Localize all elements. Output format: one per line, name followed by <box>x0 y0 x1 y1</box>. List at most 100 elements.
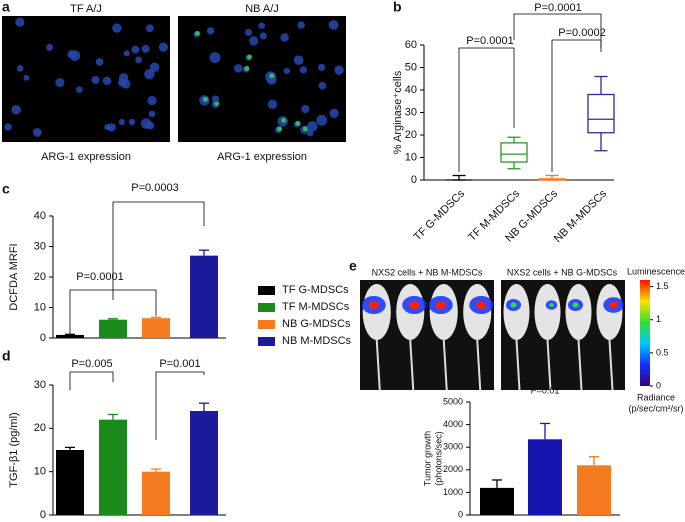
y-axis-label: % Arginase⁺cells <box>392 70 404 154</box>
mouse-tail <box>608 339 614 391</box>
legend-label: NB M-MDSCs <box>282 335 352 347</box>
box <box>500 142 528 163</box>
bar <box>528 439 562 515</box>
y-tick-label: 1000 <box>443 487 463 497</box>
cell <box>145 24 154 33</box>
colorbar-units: (p/sec/cm²/sr) <box>629 403 684 413</box>
legend-swatch <box>258 320 275 329</box>
cell <box>329 108 339 118</box>
panel-label: a <box>2 0 10 15</box>
cell <box>158 42 168 52</box>
image-title: TF A/J <box>70 3 102 15</box>
signal-core <box>368 301 379 309</box>
y-tick-label: 0 <box>40 332 46 344</box>
cell <box>267 99 278 109</box>
image-caption: ARG-1 expression <box>217 151 307 163</box>
images <box>2 16 625 391</box>
cell <box>95 58 104 66</box>
signal-core <box>609 301 618 309</box>
bar <box>56 334 84 338</box>
bar <box>142 318 170 338</box>
cell <box>123 50 130 57</box>
significance-bracket <box>155 371 205 440</box>
arg1-signal <box>295 120 301 126</box>
cell <box>318 63 326 71</box>
cell <box>118 118 125 126</box>
cell <box>328 19 339 30</box>
cell <box>149 62 160 72</box>
cell <box>316 114 328 126</box>
box <box>587 93 615 134</box>
cell <box>148 110 156 118</box>
significance-bracket <box>112 201 205 300</box>
cell <box>299 66 307 74</box>
colorbar-tick-label: 1.5 <box>656 281 669 291</box>
x-tick-label: TF G-MDSCs <box>412 187 468 243</box>
colorbar-tick-label: 0 <box>656 380 661 390</box>
signal-core <box>476 301 487 309</box>
arg1-signal <box>302 126 308 132</box>
image-title: NB A/J <box>245 3 279 15</box>
y-tick-label: 20 <box>34 422 46 434</box>
p-value: P=0.0001 <box>466 35 513 47</box>
cell <box>297 21 305 29</box>
cell <box>55 78 65 88</box>
bar <box>142 471 170 515</box>
signal-core <box>409 301 420 309</box>
cell <box>306 129 314 137</box>
significance-bracket <box>513 13 602 48</box>
legend-swatch <box>258 303 275 312</box>
cell <box>75 86 83 93</box>
cell <box>141 44 150 53</box>
p-value: P=0.0002 <box>558 27 605 39</box>
cell <box>135 56 142 64</box>
mouse <box>503 284 530 340</box>
colorbar <box>640 280 650 386</box>
panel-label: b <box>393 0 402 15</box>
y-tick-label: 3000 <box>443 442 463 452</box>
signal-core <box>510 302 517 308</box>
image-caption: ARG-1 expression <box>41 151 131 163</box>
arg1-signal <box>276 126 282 132</box>
significance-bracket <box>69 371 114 390</box>
y-tick-label: 10 <box>405 151 417 163</box>
significance-bracket <box>458 47 515 172</box>
cell <box>23 74 30 81</box>
cell <box>128 118 136 126</box>
mouse <box>565 284 592 340</box>
y-tick-label: 50 <box>405 61 417 73</box>
legend-swatch <box>258 286 275 295</box>
legend-label: TF M-MDSCs <box>282 301 350 313</box>
arg1-signal <box>195 30 201 36</box>
bar <box>56 450 84 515</box>
cell <box>32 128 42 137</box>
signal-core <box>435 301 446 309</box>
cell <box>318 81 327 90</box>
cell <box>249 36 259 46</box>
y-axis-label: DCFDA MRFI <box>8 243 20 310</box>
cell <box>15 17 25 27</box>
cell <box>209 52 221 63</box>
cell <box>140 118 152 129</box>
p-value: P=0.0003 <box>131 182 178 194</box>
y-axis-label: (photons/sec) <box>433 431 443 486</box>
y-tick-label: 40 <box>405 84 417 96</box>
mouse-tail <box>546 339 552 391</box>
cell <box>244 28 253 36</box>
cell <box>211 95 220 103</box>
colorbar-title: Luminescence <box>627 266 685 276</box>
bar <box>99 319 127 338</box>
y-tick-label: 30 <box>34 240 46 252</box>
arg1-signal <box>246 54 252 60</box>
y-tick-label: 10 <box>34 301 46 313</box>
panel-label: d <box>2 348 11 364</box>
legend-label: TF G-MDSCs <box>282 284 349 296</box>
significance-bracket <box>551 39 602 172</box>
y-tick-label: 10 <box>34 466 46 478</box>
cell <box>91 75 100 85</box>
cell <box>104 124 111 131</box>
image-title: NXS2 cells + NB G-MDSCs <box>507 267 618 277</box>
y-tick-label: 60 <box>405 39 417 51</box>
cell <box>334 65 344 75</box>
colorbar-label: Radiance <box>637 392 675 402</box>
